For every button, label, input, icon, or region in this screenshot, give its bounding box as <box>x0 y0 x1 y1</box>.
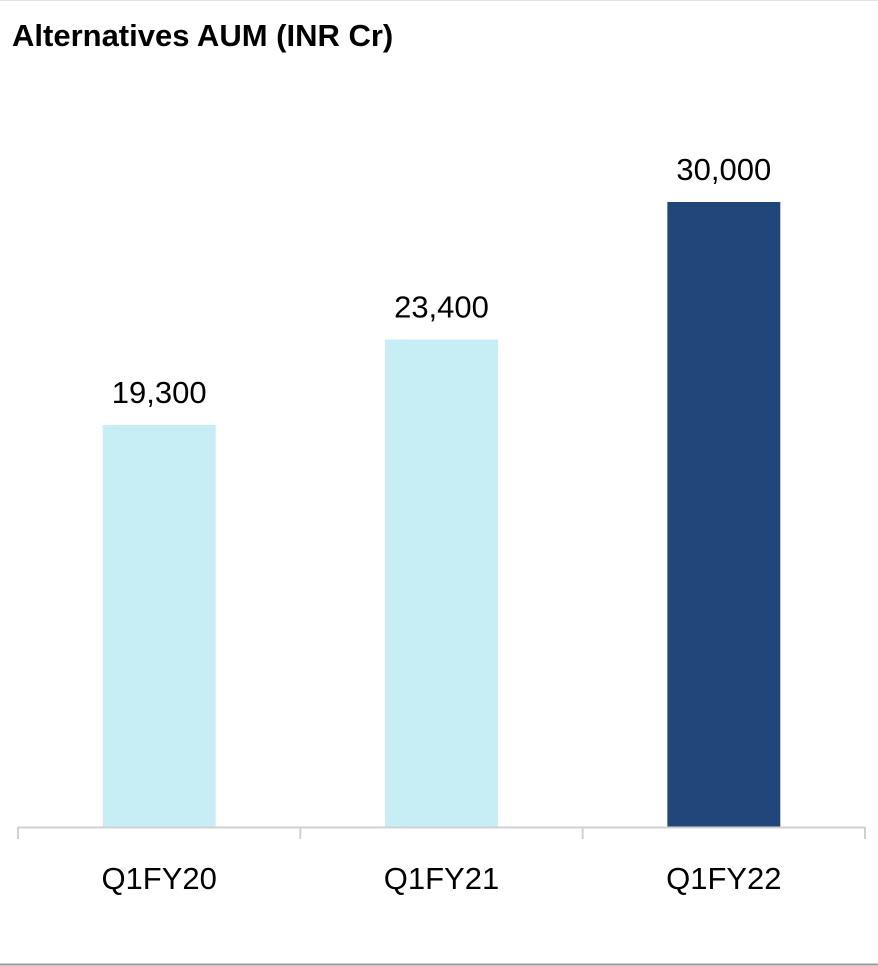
bar <box>385 339 498 827</box>
data-label: 30,000 <box>676 152 771 187</box>
bar <box>667 202 781 827</box>
bar <box>102 424 216 827</box>
x-tick-label: Q1FY21 <box>384 861 499 896</box>
chart-title: Alternatives AUM (INR Cr) <box>12 18 393 53</box>
data-label: 19,300 <box>112 375 207 410</box>
x-tick-label: Q1FY20 <box>101 861 216 896</box>
x-tick-label: Q1FY22 <box>666 861 781 896</box>
data-label: 23,400 <box>394 290 489 325</box>
